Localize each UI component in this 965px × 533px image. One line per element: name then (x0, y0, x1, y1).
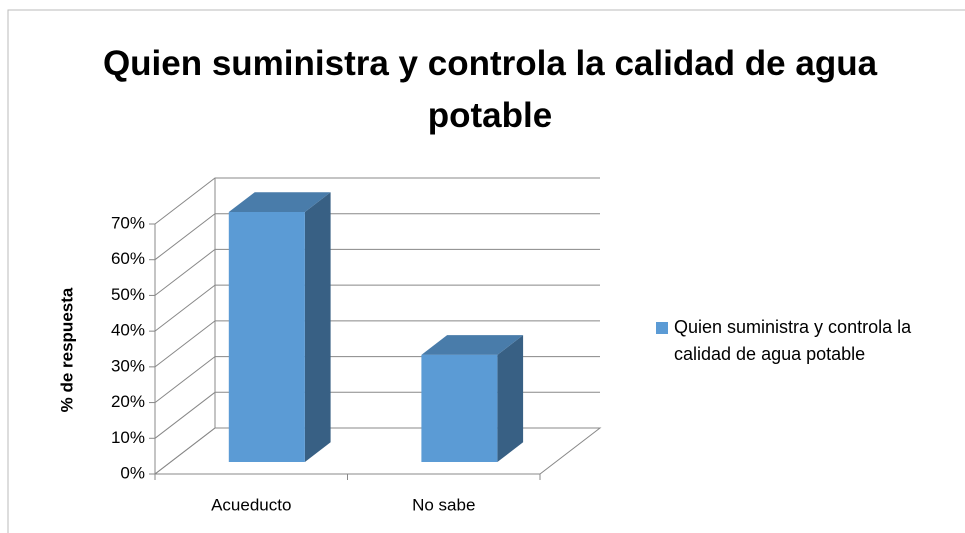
y-tick-label: 50% (111, 285, 145, 304)
bar-top (421, 335, 524, 355)
grid-line (154, 213, 600, 261)
floor (153, 427, 602, 475)
chart-title: Quien suministra y controla la calidad d… (102, 44, 878, 135)
legend-label: Quien suministra y controla la calidad d… (674, 317, 912, 364)
y-tick-label: 10% (111, 428, 145, 447)
y-tick-label: 40% (111, 321, 145, 340)
y-tick-label: 70% (111, 213, 145, 232)
grid-line (154, 177, 600, 225)
bar-side (497, 335, 524, 462)
y-tick-label: 60% (111, 249, 145, 268)
y-tick-label: 0% (120, 463, 145, 482)
y-tick-label: 20% (111, 392, 145, 411)
grid-line (154, 248, 600, 296)
bar-top (228, 192, 331, 212)
y-axis-title: % de respuesta (57, 287, 76, 412)
grid-line (154, 356, 600, 403)
legend: Quien suministra y controla la calidad d… (656, 314, 956, 368)
grid-line (154, 320, 600, 368)
bar-side (304, 192, 331, 463)
grid-line (154, 427, 600, 475)
y-tick-label: 30% (111, 356, 145, 375)
bar (228, 212, 305, 462)
grid-line (154, 391, 600, 439)
x-tick-label: Acueducto (211, 495, 291, 514)
bar (421, 354, 498, 462)
legend-swatch (656, 322, 668, 334)
grid-line (154, 284, 600, 332)
chart-border (7, 9, 965, 533)
x-tick-label: No sabe (412, 495, 475, 514)
